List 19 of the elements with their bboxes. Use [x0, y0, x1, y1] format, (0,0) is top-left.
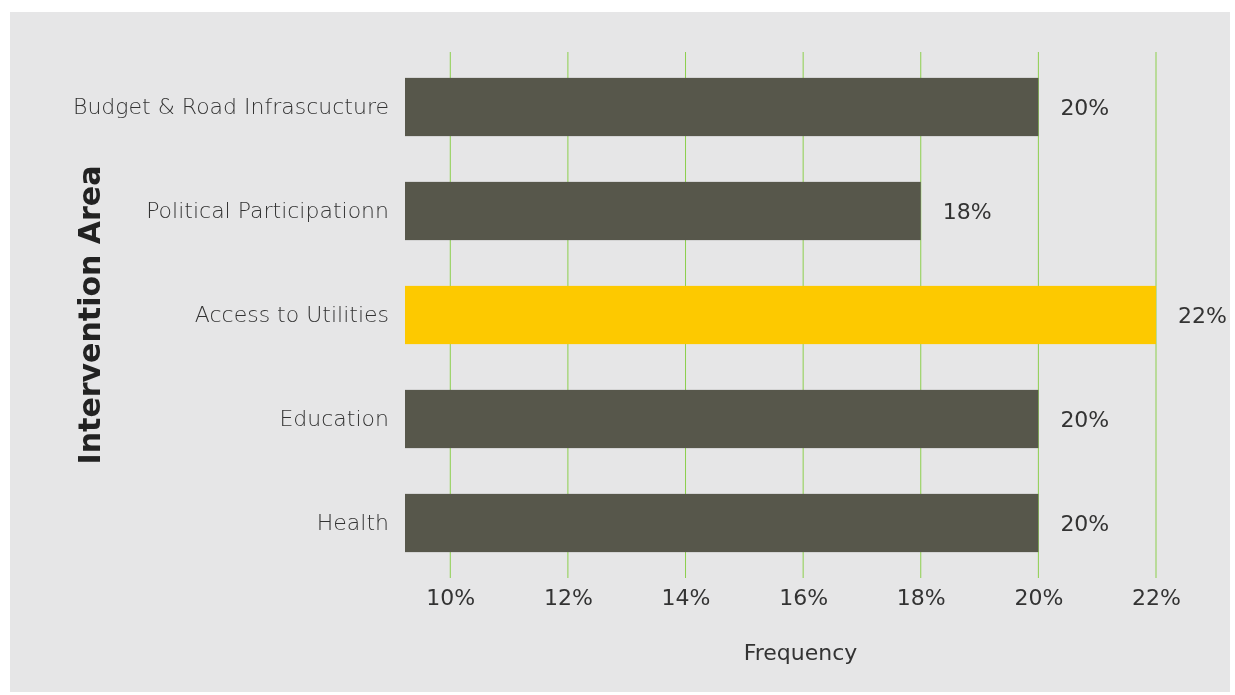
x-tick-label: 10% [426, 584, 476, 610]
y-tick-label: Budget & Road Infrascucture [73, 94, 389, 120]
x-tick-label: 20% [1014, 584, 1064, 610]
y-tick-label: Health [316, 510, 389, 536]
x-tick-label: 18% [896, 584, 946, 610]
x-axis-title: Frequency [743, 640, 858, 665]
data-label: 20% [1060, 510, 1110, 536]
x-tick-label: 16% [779, 584, 829, 610]
y-tick-label: Education [279, 406, 389, 432]
y-tick-label: Political Participationn [146, 198, 389, 224]
x-tick-label: 12% [543, 584, 593, 610]
x-tick-label: 22% [1132, 584, 1181, 610]
data-label: 20% [1060, 406, 1110, 432]
y-axis-title: Intervention Area [72, 165, 107, 465]
data-label: 20% [1060, 94, 1110, 120]
y-tick-label: Access to Utilities [194, 302, 389, 328]
x-tick-label: 14% [661, 584, 711, 610]
data-label: 18% [942, 198, 992, 224]
data-label: 22% [1178, 302, 1227, 328]
